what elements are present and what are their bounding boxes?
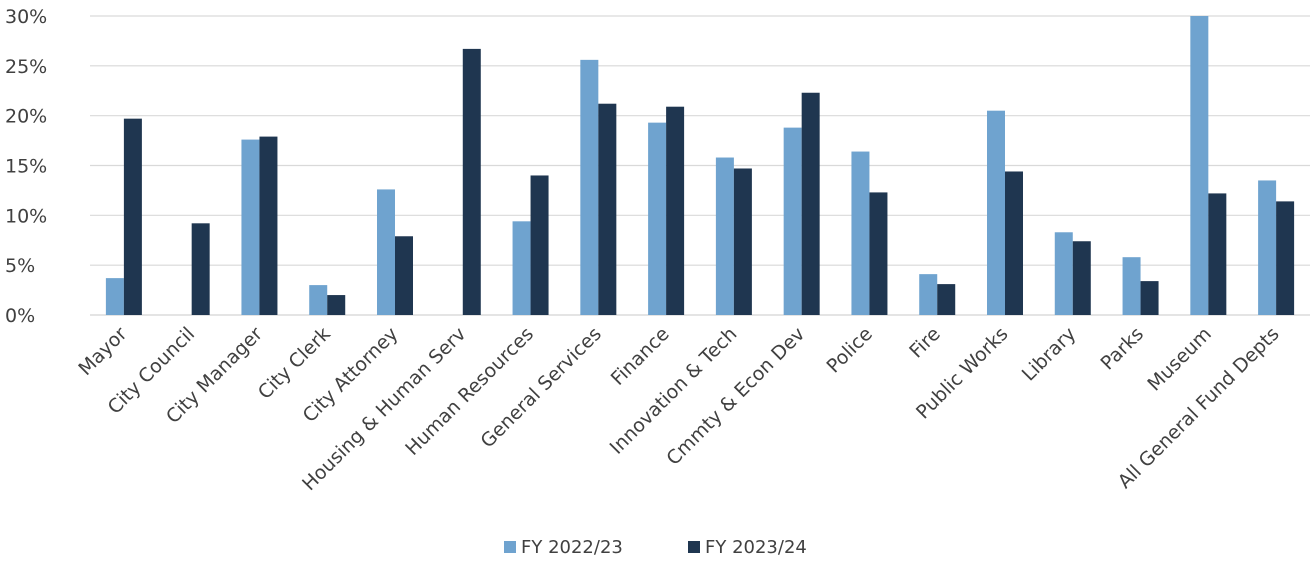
x-category-label: Museum (1143, 323, 1216, 396)
bar-fy2022-23 (241, 139, 260, 315)
bar-fy2023-24 (123, 118, 142, 315)
bar-fy2023-24 (1140, 281, 1159, 315)
bar-fy2022-23 (987, 110, 1005, 315)
bar-fy2023-24 (191, 223, 210, 315)
bars (105, 16, 1295, 316)
bar-fy2023-24 (1208, 193, 1227, 315)
y-tick-label: 10% (5, 205, 47, 227)
bar-fy2022-23 (851, 151, 870, 315)
y-axis-ticks: 0% 5% 10% 15% 20% 25% 30% (5, 6, 47, 327)
bar-fy2023-24 (666, 106, 685, 316)
x-category-label: Fire (905, 323, 945, 363)
y-tick-label: 5% (5, 255, 35, 277)
y-tick-label: 25% (5, 56, 47, 78)
x-category-label: Parks (1096, 323, 1148, 375)
x-category-label: Human Resources (401, 323, 538, 460)
bar-fy2023-24 (598, 103, 617, 315)
bar-fy2022-23 (1258, 180, 1277, 315)
bar-fy2022-23 (512, 221, 531, 315)
bar-fy2022-23 (783, 127, 802, 315)
x-category-label: Library (1018, 323, 1081, 386)
legend-swatch (688, 541, 700, 553)
bar-fy2022-23 (715, 157, 734, 315)
bar-fy2022-23 (377, 189, 395, 315)
x-category-label: Innovation & Tech (606, 323, 742, 459)
x-category-label: Finance (607, 323, 674, 390)
bar-fy2023-24 (327, 295, 346, 315)
x-category-label: Police (822, 323, 877, 378)
y-tick-label: 0% (5, 305, 35, 327)
bar-fy2022-23 (1122, 257, 1141, 315)
bar-fy2023-24 (1276, 201, 1295, 315)
bar-fy2023-24 (801, 92, 820, 315)
legend-label: FY 2022/23 (521, 537, 623, 558)
bar-fy2022-23 (309, 285, 328, 315)
gridlines (90, 15, 1310, 316)
x-category-label: Mayor (74, 323, 131, 380)
bar-fy2022-23 (1190, 16, 1209, 315)
bar-fy2023-24 (530, 175, 549, 315)
bar-fy2023-24 (395, 236, 413, 315)
bar-fy2022-23 (1054, 232, 1073, 315)
bar-fy2023-24 (733, 168, 752, 315)
bar-fy2023-24 (1072, 241, 1091, 315)
legend-label: FY 2023/24 (705, 537, 807, 558)
legend: FY 2022/23 FY 2023/24 (504, 537, 807, 558)
y-tick-label: 15% (5, 156, 47, 178)
bar-fy2023-24 (259, 136, 278, 315)
legend-swatch (504, 541, 516, 553)
bar-fy2022-23 (105, 278, 124, 315)
bar-fy2023-24 (869, 192, 888, 315)
y-tick-label: 30% (5, 6, 47, 28)
bar-fy2023-24 (1005, 171, 1023, 315)
bar-fy2023-24 (937, 284, 956, 315)
bar-fy2022-23 (580, 59, 599, 315)
bar-fy2023-24 (462, 48, 481, 315)
bar-fy2022-23 (648, 122, 667, 315)
x-category-label: Cmmty & Econ Dev (662, 323, 809, 470)
bar-fy2022-23 (919, 274, 938, 315)
y-tick-label: 20% (5, 106, 47, 128)
x-category-label: General Services (476, 323, 605, 452)
